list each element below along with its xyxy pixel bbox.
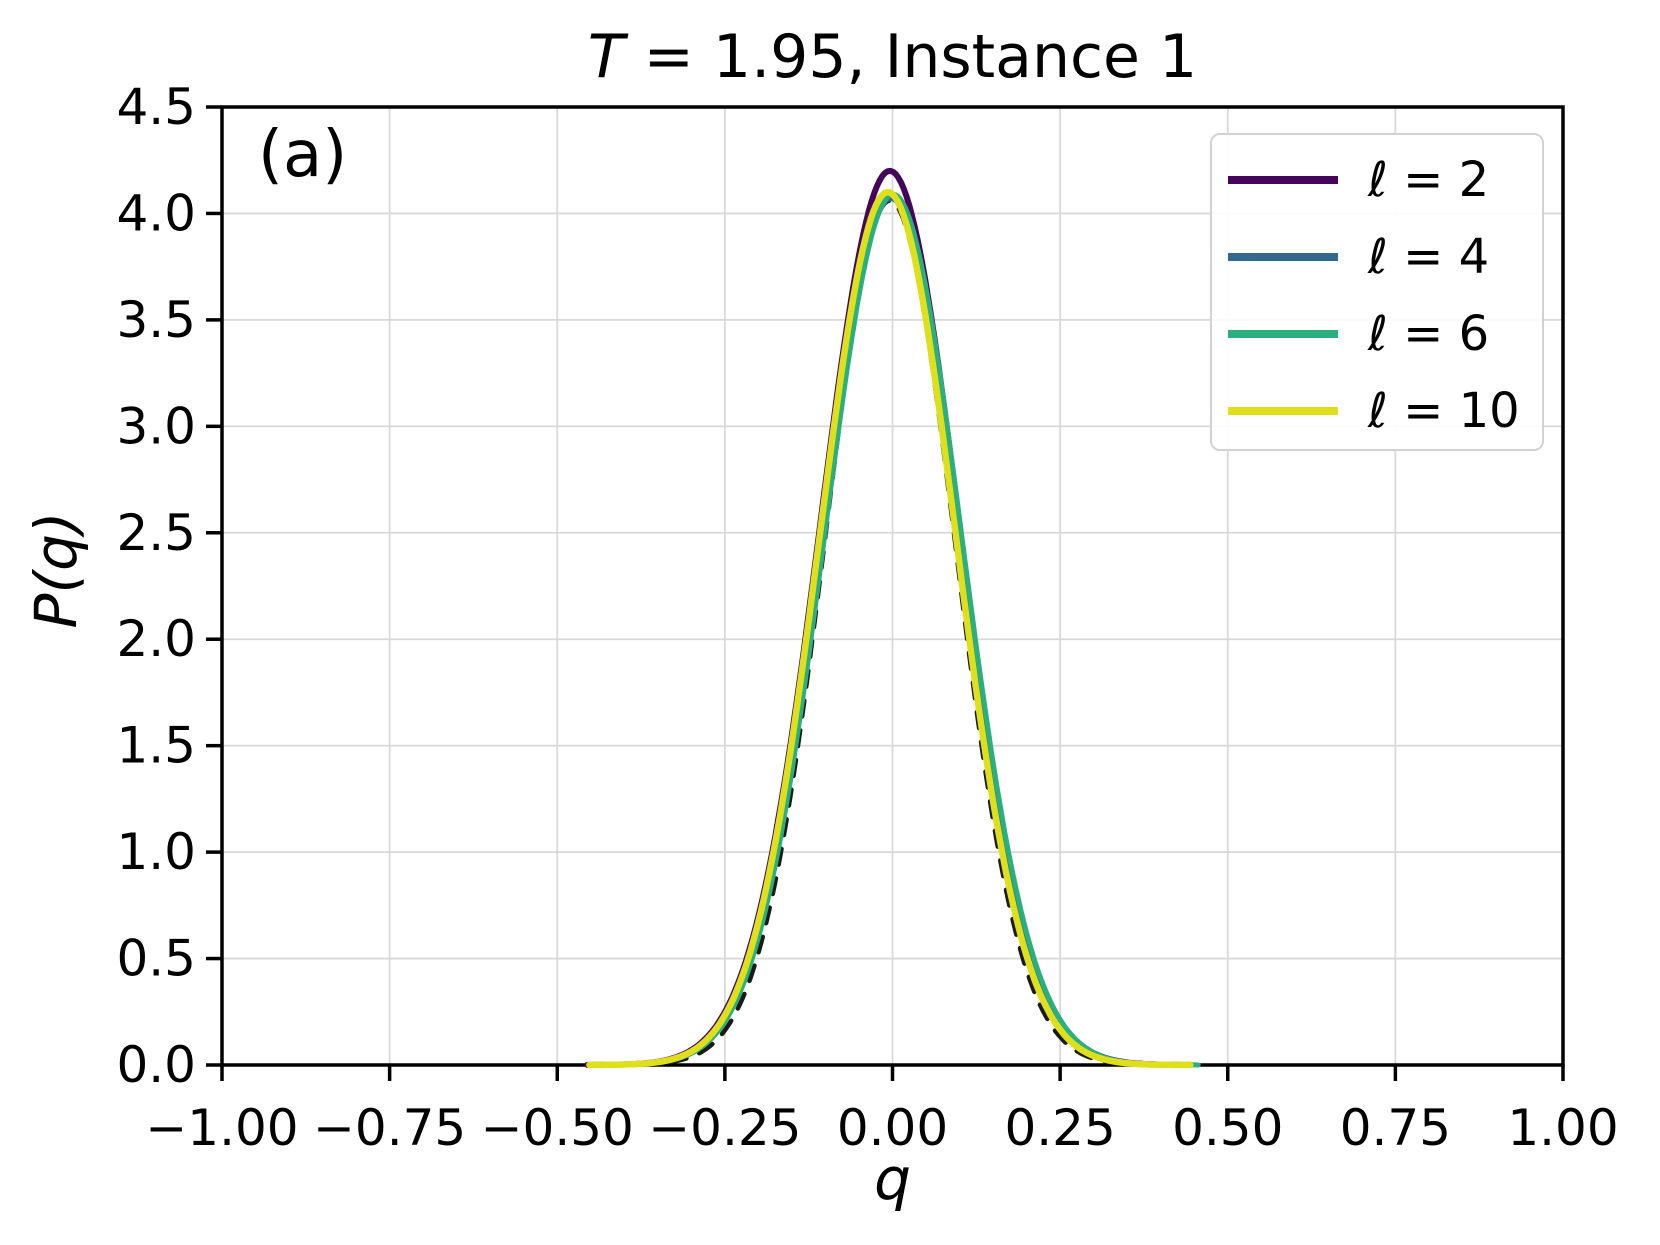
- x-tick-label: 0.00: [837, 1099, 948, 1157]
- x-tick-label: −1.00: [145, 1099, 298, 1157]
- x-tick-label: −0.50: [481, 1099, 634, 1157]
- y-axis-label: P(q): [22, 511, 90, 629]
- y-tick-label: 0.0: [116, 1036, 196, 1094]
- y-tick-label: 4.5: [116, 78, 196, 136]
- curve-l6: [595, 191, 1201, 1068]
- x-tick-label: −0.25: [648, 1099, 801, 1157]
- x-axis-label: q: [874, 1145, 911, 1213]
- legend-item: ℓ = 4: [1228, 219, 1542, 296]
- y-tick-label: 2.0: [116, 610, 196, 668]
- y-tick-label: 1.5: [116, 717, 196, 775]
- x-tick-label: 0.75: [1340, 1099, 1451, 1157]
- legend-line-swatch: [1228, 406, 1338, 415]
- x-tick-label: −0.75: [313, 1099, 466, 1157]
- curve-l4: [601, 196, 1186, 1068]
- y-tick-label: 3.5: [116, 291, 196, 349]
- legend: ℓ = 2 ℓ = 4 ℓ = 6 ℓ = 10: [1210, 133, 1544, 451]
- legend-item: ℓ = 6: [1228, 296, 1542, 373]
- panel-label: (a): [258, 118, 348, 192]
- chart-title: T = 1.95, Instance 1: [222, 24, 1563, 90]
- legend-label: ℓ = 6: [1368, 305, 1490, 362]
- legend-item: ℓ = 10: [1228, 372, 1542, 449]
- curve-l10: [586, 188, 1194, 1069]
- legend-label: ℓ = 4: [1368, 229, 1490, 286]
- legend-line-swatch: [1228, 176, 1338, 185]
- y-tick-label: 1.0: [116, 823, 196, 881]
- x-tick-label: 0.50: [1172, 1099, 1283, 1157]
- x-tick-label: 0.25: [1004, 1099, 1115, 1157]
- legend-label: ℓ = 2: [1368, 152, 1490, 209]
- legend-item: ℓ = 2: [1228, 142, 1542, 219]
- legend-line-swatch: [1228, 253, 1338, 262]
- gaussian-fit-dashed: [608, 198, 1177, 1068]
- chart-title-rest: = 1.95, Instance 1: [624, 22, 1198, 92]
- legend-label: ℓ = 10: [1368, 382, 1520, 439]
- legend-line-swatch: [1228, 329, 1338, 338]
- x-tick-label: 1.00: [1507, 1099, 1618, 1157]
- curve-l2: [584, 167, 1194, 1068]
- y-tick-label: 2.5: [116, 504, 196, 562]
- y-tick-label: 0.5: [116, 930, 196, 988]
- y-tick-label: 4.0: [116, 184, 196, 242]
- y-tick-label: 3.0: [116, 397, 196, 455]
- chart-title-math: T: [587, 22, 625, 92]
